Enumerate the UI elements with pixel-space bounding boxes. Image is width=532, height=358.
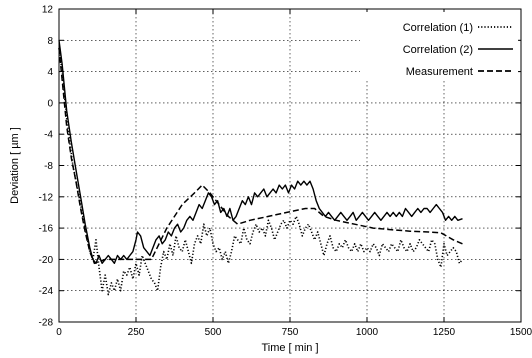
series-layer bbox=[58, 40, 464, 296]
x-axis-label: Time [ min ] bbox=[261, 342, 318, 354]
y-tick-label: 12 bbox=[42, 5, 54, 16]
y-tick-label: 8 bbox=[47, 36, 53, 47]
x-tick-label: 750 bbox=[282, 327, 299, 338]
y-axis-label: Deviation [ µm ] bbox=[9, 127, 21, 204]
legend-label-measurement: Measurement bbox=[406, 66, 473, 78]
x-tick-label: 250 bbox=[128, 327, 145, 338]
series-line-correlation-1 bbox=[58, 47, 464, 296]
x-tick-label: 500 bbox=[205, 327, 222, 338]
x-tick-label: 1000 bbox=[356, 327, 379, 338]
y-tick-label: -24 bbox=[39, 286, 54, 297]
x-tick-label: 1250 bbox=[433, 327, 456, 338]
axis-ticks: 0 250 500 750 1000 1250 1500 12 8 4 0 -4 -8 -12 -16 -20… bbox=[39, 5, 532, 339]
y-tick-label: -28 bbox=[39, 318, 54, 329]
legend-label-correlation-1: Correlation (1) bbox=[403, 22, 473, 34]
y-tick-label: -4 bbox=[44, 130, 53, 141]
legend: Correlation (1) Correlation (2) Measurem… bbox=[360, 12, 518, 80]
y-tick-label: -16 bbox=[39, 224, 54, 235]
legend-background bbox=[360, 12, 518, 80]
series-line-measurement bbox=[58, 48, 463, 265]
y-tick-label: -8 bbox=[44, 161, 53, 172]
y-tick-label: 0 bbox=[47, 98, 53, 109]
series-line-correlation-2 bbox=[58, 40, 463, 264]
y-tick-label: -20 bbox=[39, 255, 54, 266]
y-tick-label: -12 bbox=[39, 192, 54, 203]
y-tick-label: 4 bbox=[47, 67, 53, 78]
x-tick-label: 1500 bbox=[510, 327, 532, 338]
x-tick-label: 0 bbox=[56, 327, 62, 338]
legend-label-correlation-2: Correlation (2) bbox=[403, 44, 473, 56]
